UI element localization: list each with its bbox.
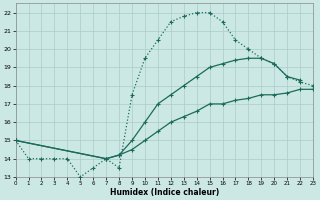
X-axis label: Humidex (Indice chaleur): Humidex (Indice chaleur) (110, 188, 219, 197)
